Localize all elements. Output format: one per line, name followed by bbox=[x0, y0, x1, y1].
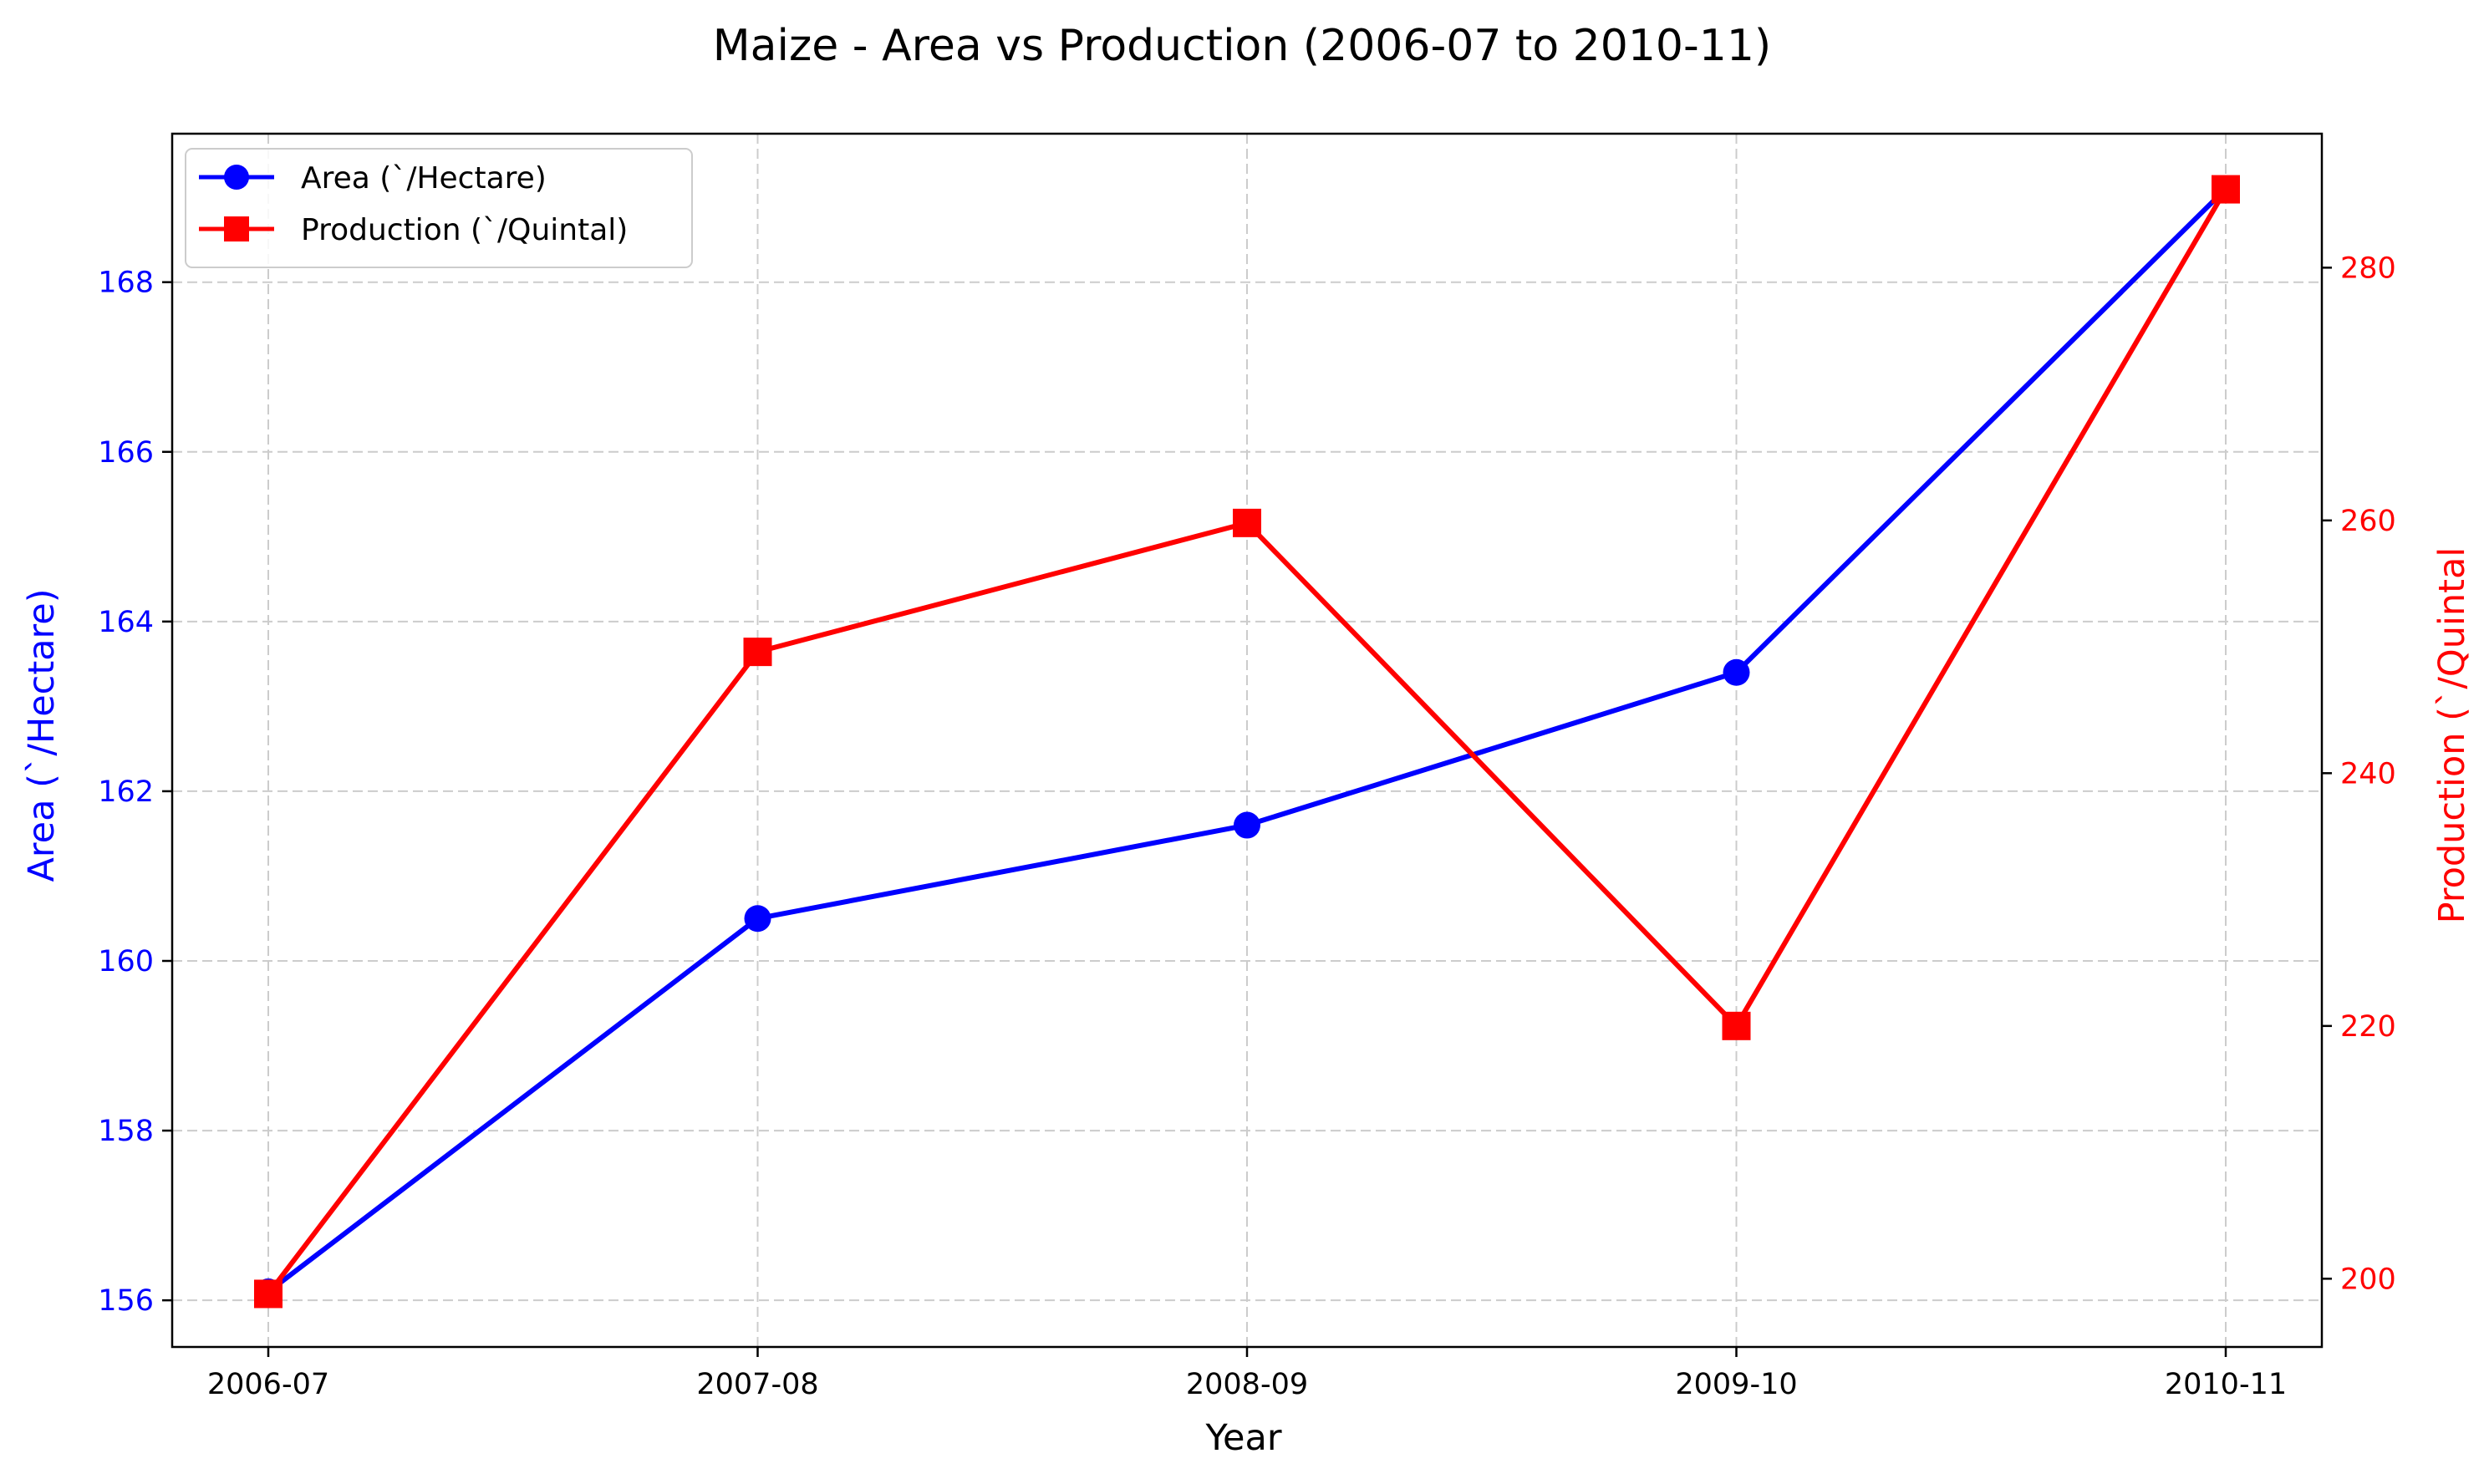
y-left-tick-label: 160 bbox=[98, 945, 154, 978]
y-right-tick-label: 260 bbox=[2340, 505, 2396, 538]
legend: Area (`/Hectare) Production (`/Quintal) bbox=[185, 148, 693, 268]
y-left-tick-label: 168 bbox=[98, 267, 154, 300]
legend-production-label: Production (`/Quintal) bbox=[301, 213, 628, 247]
x-tick-label: 2006-07 bbox=[207, 1368, 329, 1401]
y-left-axis-label: Area (`/Hectare) bbox=[21, 589, 63, 882]
y-left-tick-label: 162 bbox=[98, 775, 154, 809]
y-left-tick-label: 158 bbox=[98, 1115, 154, 1148]
y-left-tick-label: 156 bbox=[98, 1284, 154, 1318]
x-tick-label: 2007-08 bbox=[696, 1368, 818, 1401]
x-tick-label: 2008-09 bbox=[1186, 1368, 1308, 1401]
series-layer bbox=[254, 175, 2240, 1309]
y-right-tick-label: 240 bbox=[2340, 757, 2396, 790]
y-left-tick-label: 166 bbox=[98, 436, 154, 470]
grid-layer bbox=[172, 134, 2322, 1347]
axis-layer: 2006-07 2007-08 2008-09 2009-10 2010-11 156 15… bbox=[98, 132, 2396, 1401]
y-right-axis-label: Production (`/Quintal bbox=[2431, 547, 2473, 924]
y-left-tick-label: 164 bbox=[98, 606, 154, 639]
production-data-point bbox=[254, 1279, 283, 1309]
legend-area-label: Area (`/Hectare) bbox=[301, 161, 547, 196]
plot-frame bbox=[171, 132, 2324, 1349]
y-right-tick-label: 280 bbox=[2340, 252, 2396, 285]
area-data-point bbox=[1723, 658, 1750, 686]
production-data-point bbox=[1722, 1011, 1751, 1040]
legend-production-marker bbox=[224, 216, 249, 241]
y-right-tick-label: 200 bbox=[2340, 1263, 2396, 1296]
area-data-point bbox=[1234, 811, 1260, 839]
x-tick-label: 2009-10 bbox=[1675, 1368, 1797, 1401]
y-right-tick-label: 220 bbox=[2340, 1010, 2396, 1044]
production-data-point bbox=[1233, 508, 1261, 537]
area-data-point bbox=[744, 905, 771, 933]
x-axis-label: Year bbox=[1204, 1417, 1281, 1459]
x-tick-label: 2010-11 bbox=[2165, 1368, 2287, 1401]
chart-title: Maize - Area vs Production (2006-07 to 2… bbox=[713, 21, 1771, 71]
production-data-point bbox=[2212, 175, 2240, 204]
production-data-point bbox=[743, 638, 772, 667]
legend-box bbox=[185, 148, 693, 268]
legend-area-marker bbox=[224, 165, 249, 190]
